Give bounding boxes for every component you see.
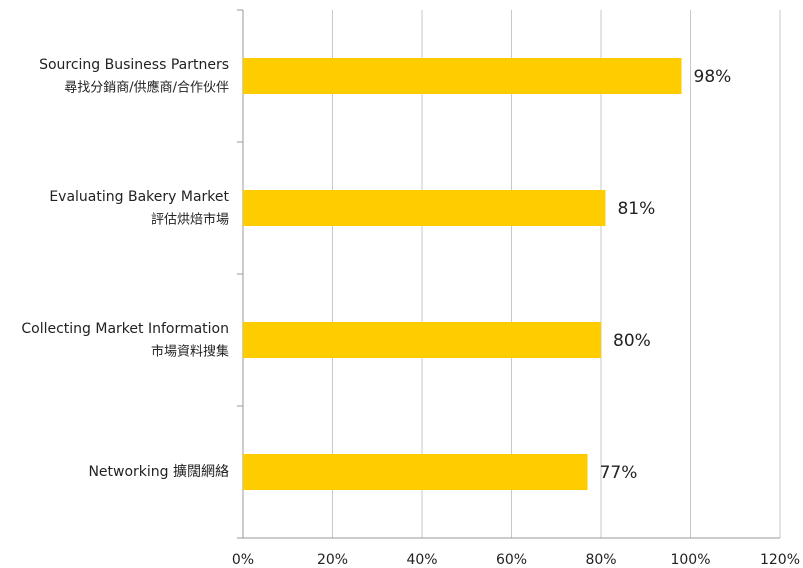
- category-label: 評估烘焙市場: [151, 212, 229, 228]
- bar: [243, 190, 606, 226]
- category-label: Sourcing Business Partners: [39, 57, 229, 73]
- x-tick-label: 60%: [496, 552, 527, 568]
- x-tick-label: 80%: [585, 552, 616, 568]
- value-label: 77%: [600, 463, 638, 483]
- category-label: 尋找分銷商/供應商/合作伙伴: [64, 80, 229, 96]
- bar: [243, 58, 682, 94]
- category-label: Collecting Market Information: [21, 321, 229, 337]
- bar: [243, 322, 601, 358]
- x-tick-label: 120%: [760, 552, 800, 568]
- x-tick-label: 100%: [670, 552, 710, 568]
- bar: [243, 454, 588, 490]
- category-label: Evaluating Bakery Market: [49, 189, 229, 205]
- x-tick-label: 40%: [406, 552, 437, 568]
- category-label: 市場資料搜集: [151, 344, 229, 360]
- x-tick-label: 0%: [232, 552, 254, 568]
- value-label: 98%: [694, 67, 732, 87]
- x-tick-label: 20%: [317, 552, 348, 568]
- value-label: 80%: [613, 331, 651, 351]
- category-label: Networking 擴闊網絡: [88, 463, 229, 480]
- value-label: 81%: [617, 199, 655, 219]
